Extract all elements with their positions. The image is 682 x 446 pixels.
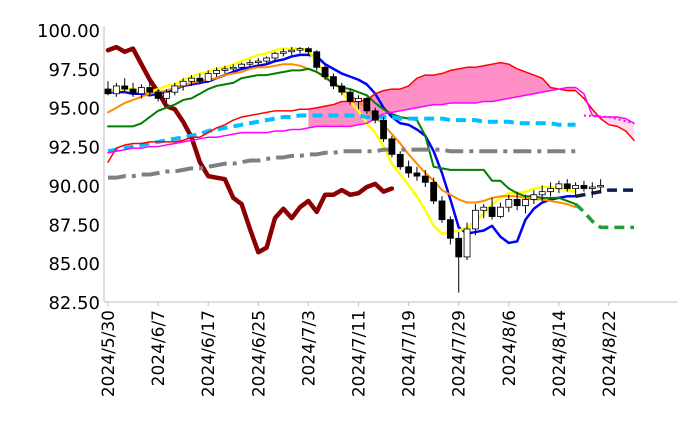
candle-body: [455, 237, 463, 258]
series-line-7: [107, 61, 635, 163]
candle-body: [355, 97, 362, 102]
candle-body: [254, 60, 262, 64]
candle-body: [313, 51, 321, 68]
candle-body: [321, 66, 329, 78]
y-tick-label: 90.00: [48, 176, 100, 197]
candle-body: [497, 206, 504, 217]
candle-body: [121, 85, 129, 90]
candle-body: [171, 85, 179, 93]
series-line-0: [105, 44, 395, 255]
series-line-10: [574, 202, 635, 230]
candle-body: [246, 62, 254, 65]
candle-body: [421, 175, 429, 183]
candle-body: [263, 57, 271, 62]
axes: 100.00 97.50 95.00 92.50 90.00 87.50 85.00 82.5…: [37, 21, 678, 397]
candle-body: [413, 172, 421, 177]
candle-body: [371, 110, 379, 121]
candle-body: [271, 52, 279, 59]
candle-body: [588, 186, 596, 189]
candle-body: [438, 200, 446, 221]
x-tick-label: 2024/7/19: [400, 310, 420, 397]
cloud-dotted-edge: [583, 114, 635, 125]
candle-body: [204, 73, 212, 82]
candle-body: [463, 228, 471, 258]
candle-body: [405, 166, 413, 174]
y-tick-label: 87.50: [48, 215, 100, 236]
candle-body: [196, 77, 204, 82]
candle-body: [179, 80, 187, 87]
x-tick-label: 2024/8/14: [550, 310, 570, 397]
y-tick-label: 100.00: [37, 21, 100, 42]
candle-body: [129, 88, 137, 95]
candle-body: [221, 68, 229, 71]
series-line-5: [107, 113, 576, 154]
series-line-8: [107, 86, 635, 154]
series-line-9: [575, 188, 635, 199]
candle-body: [346, 91, 354, 102]
candle-body: [137, 87, 145, 95]
candle-body: [396, 153, 404, 168]
x-tick-label: 2024/7/29: [450, 310, 470, 397]
candle-body: [580, 185, 588, 189]
candle-body: [213, 70, 220, 74]
candle-body: [112, 85, 120, 95]
candle-body: [363, 97, 371, 112]
candle-body: [330, 76, 337, 87]
y-tick-label: 97.50: [48, 60, 100, 81]
candle-body: [488, 206, 496, 217]
candle-body: [555, 183, 563, 189]
candle-body: [188, 77, 195, 82]
candle-body: [154, 91, 162, 99]
y-tick-label: 82.50: [48, 293, 100, 314]
candle-body: [547, 188, 554, 193]
candle-body: [480, 206, 488, 211]
candle-body: [597, 185, 605, 188]
candle-body: [146, 87, 154, 93]
candle-body: [104, 88, 112, 95]
candle-body: [288, 49, 296, 53]
candle-body: [238, 63, 246, 68]
candle-body: [538, 191, 546, 196]
candle-body: [471, 209, 479, 230]
candle-body: [505, 199, 513, 208]
y-tick-label: 92.50: [48, 138, 100, 159]
candle-body: [446, 219, 454, 239]
candle-body: [530, 194, 538, 200]
x-tick-label: 2024/6/25: [249, 310, 269, 397]
x-tick-label: 2024/8/22: [600, 310, 620, 397]
x-tick-label: 2024/6/17: [199, 310, 219, 397]
candle-body: [338, 85, 346, 93]
candle-body: [163, 91, 170, 99]
candle-body: [430, 181, 438, 202]
x-tick-label: 2024/7/11: [350, 310, 370, 397]
candle-body: [380, 119, 387, 140]
x-tick-label: 2024/5/30: [99, 310, 119, 397]
x-tick-label: 2024/6/7: [149, 310, 169, 386]
candle-body: [304, 48, 312, 53]
candle-body: [229, 66, 237, 70]
x-tick-label: 2024/7/3: [299, 310, 319, 386]
candle-body: [563, 183, 571, 189]
y-tick-label: 85.00: [48, 254, 100, 275]
candle-body: [522, 199, 529, 207]
candle-body: [279, 51, 287, 54]
series-line-6: [108, 147, 576, 180]
candle-body: [513, 199, 521, 207]
plot-area: [104, 44, 635, 293]
candle-body: [388, 138, 396, 155]
candle-body: [296, 48, 304, 51]
x-tick-label: 2024/8/6: [500, 310, 520, 386]
y-tick-label: 95.00: [48, 99, 100, 120]
candle-body: [572, 185, 579, 189]
